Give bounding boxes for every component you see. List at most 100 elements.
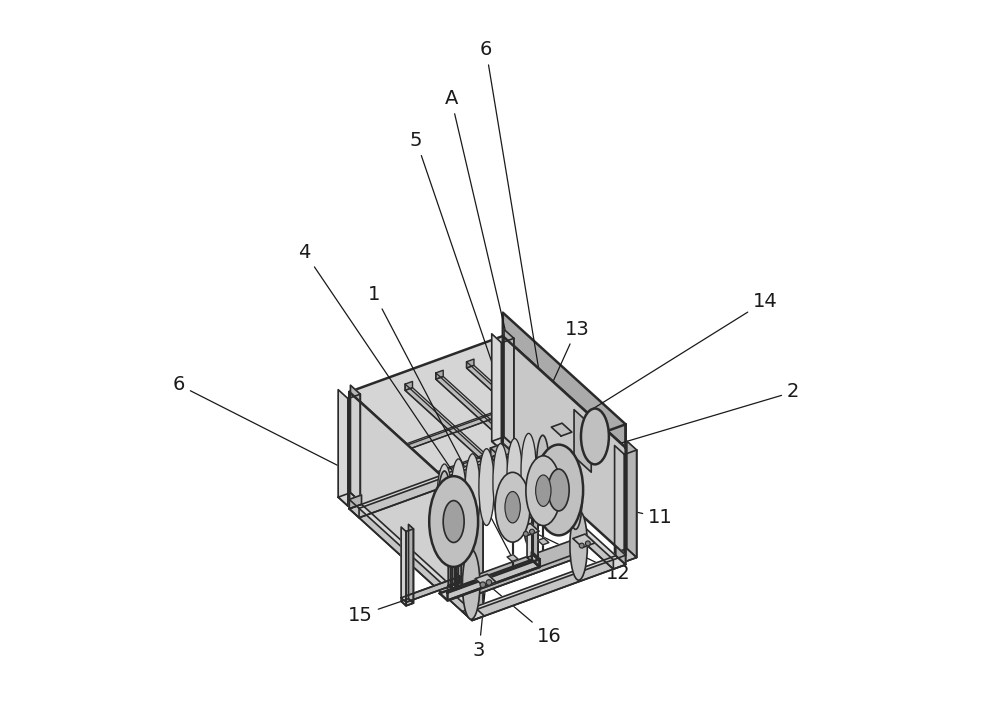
Text: 1: 1 xyxy=(368,285,516,565)
Ellipse shape xyxy=(534,445,583,535)
Ellipse shape xyxy=(465,454,480,531)
Polygon shape xyxy=(527,515,532,562)
Polygon shape xyxy=(624,450,637,562)
Polygon shape xyxy=(448,550,452,589)
Ellipse shape xyxy=(570,510,587,580)
Polygon shape xyxy=(436,371,443,379)
Ellipse shape xyxy=(581,408,609,464)
Polygon shape xyxy=(401,598,413,606)
Polygon shape xyxy=(527,555,538,562)
Polygon shape xyxy=(348,394,360,506)
Polygon shape xyxy=(472,555,626,620)
Ellipse shape xyxy=(429,476,478,567)
Polygon shape xyxy=(405,384,508,484)
Polygon shape xyxy=(491,443,503,457)
Polygon shape xyxy=(461,502,471,618)
Polygon shape xyxy=(616,546,626,565)
Polygon shape xyxy=(405,388,516,484)
Polygon shape xyxy=(409,524,413,603)
Text: 4: 4 xyxy=(298,243,461,484)
Polygon shape xyxy=(518,523,539,536)
Text: A: A xyxy=(444,90,537,467)
Polygon shape xyxy=(462,555,626,620)
Polygon shape xyxy=(449,463,548,515)
Polygon shape xyxy=(436,373,539,473)
Polygon shape xyxy=(471,506,483,618)
Polygon shape xyxy=(349,336,626,504)
Polygon shape xyxy=(503,336,626,555)
Polygon shape xyxy=(338,389,348,506)
Ellipse shape xyxy=(495,472,530,542)
Text: 3: 3 xyxy=(473,585,486,660)
Polygon shape xyxy=(381,406,515,457)
Ellipse shape xyxy=(462,550,480,620)
Polygon shape xyxy=(406,577,460,602)
Text: 14: 14 xyxy=(565,292,778,426)
Polygon shape xyxy=(510,401,515,411)
Polygon shape xyxy=(386,406,515,457)
Ellipse shape xyxy=(523,531,528,537)
Polygon shape xyxy=(467,362,570,462)
Polygon shape xyxy=(532,517,538,562)
Ellipse shape xyxy=(579,543,584,548)
Polygon shape xyxy=(469,553,580,596)
Text: 2: 2 xyxy=(587,382,799,454)
Polygon shape xyxy=(507,555,518,561)
Text: 6: 6 xyxy=(480,40,558,487)
Polygon shape xyxy=(627,441,637,558)
Polygon shape xyxy=(503,312,626,448)
Polygon shape xyxy=(467,365,577,462)
Polygon shape xyxy=(615,446,624,562)
Polygon shape xyxy=(401,527,406,606)
Polygon shape xyxy=(443,462,577,513)
Polygon shape xyxy=(475,574,496,587)
Polygon shape xyxy=(417,434,546,486)
Polygon shape xyxy=(492,437,514,451)
Ellipse shape xyxy=(521,433,536,510)
Ellipse shape xyxy=(526,456,561,526)
Polygon shape xyxy=(456,540,461,587)
Polygon shape xyxy=(455,545,461,590)
Text: 12: 12 xyxy=(532,531,631,583)
Polygon shape xyxy=(350,385,360,502)
Polygon shape xyxy=(473,497,483,613)
Polygon shape xyxy=(406,529,413,606)
Ellipse shape xyxy=(536,475,551,507)
Ellipse shape xyxy=(523,490,536,546)
Polygon shape xyxy=(467,359,474,368)
Text: 11: 11 xyxy=(589,502,673,527)
Text: 6: 6 xyxy=(173,376,448,521)
Polygon shape xyxy=(574,410,591,472)
Ellipse shape xyxy=(479,448,494,526)
Polygon shape xyxy=(412,434,546,486)
Polygon shape xyxy=(502,339,514,451)
Ellipse shape xyxy=(569,473,582,529)
Polygon shape xyxy=(448,559,540,601)
Polygon shape xyxy=(492,334,502,451)
Polygon shape xyxy=(440,470,548,515)
Polygon shape xyxy=(405,381,412,390)
Polygon shape xyxy=(472,424,626,504)
Ellipse shape xyxy=(530,529,534,534)
Polygon shape xyxy=(454,548,458,587)
Polygon shape xyxy=(349,392,472,611)
Polygon shape xyxy=(451,509,463,545)
Polygon shape xyxy=(455,572,460,582)
Polygon shape xyxy=(349,453,513,518)
Polygon shape xyxy=(401,578,460,602)
Polygon shape xyxy=(448,583,458,589)
Ellipse shape xyxy=(438,471,451,534)
Ellipse shape xyxy=(437,464,452,541)
Polygon shape xyxy=(436,376,546,473)
Polygon shape xyxy=(338,493,360,506)
Polygon shape xyxy=(504,329,514,446)
Polygon shape xyxy=(349,505,484,620)
Polygon shape xyxy=(615,549,637,562)
Ellipse shape xyxy=(507,438,522,515)
Polygon shape xyxy=(538,538,549,545)
Polygon shape xyxy=(440,560,540,601)
Ellipse shape xyxy=(451,459,466,536)
Polygon shape xyxy=(532,552,540,567)
Ellipse shape xyxy=(585,541,590,546)
Polygon shape xyxy=(473,537,580,596)
